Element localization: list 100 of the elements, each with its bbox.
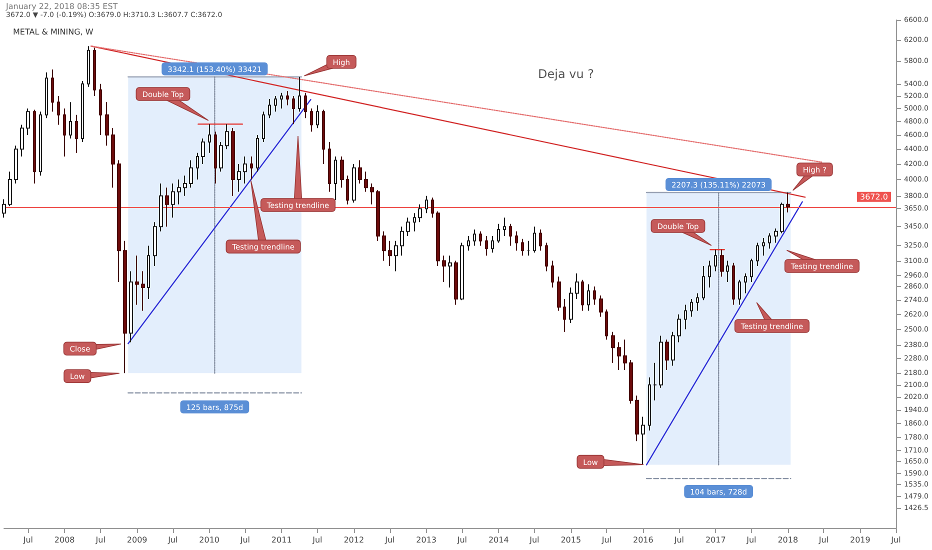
candlestick: [744, 272, 747, 294]
x-tick-label: Jul: [528, 536, 540, 544]
candlestick: [551, 260, 554, 288]
candlestick: [527, 240, 530, 256]
candlestick: [750, 258, 753, 283]
candlestick: [545, 242, 548, 272]
candlestick: [237, 164, 241, 192]
candlestick: [786, 192, 790, 213]
x-tick-label: 2012: [344, 536, 364, 544]
candlestick: [352, 164, 356, 204]
candlestick: [208, 124, 211, 154]
candlestick: [135, 255, 139, 306]
x-tick-label: 2008: [54, 536, 75, 544]
x-tick-label: Jul: [600, 536, 612, 544]
candlestick: [690, 298, 693, 318]
candlestick: [376, 190, 380, 242]
candlestick: [665, 339, 669, 371]
candlestick: [183, 175, 187, 196]
candlestick: [563, 298, 566, 332]
candlestick: [304, 92, 307, 119]
candlestick: [196, 152, 199, 180]
candlestick: [581, 279, 584, 312]
candlestick: [714, 249, 717, 272]
candlestick: [485, 236, 488, 256]
candlestick: [8, 171, 12, 207]
x-tick-label: 2016: [632, 536, 654, 544]
candlestick: [756, 242, 759, 266]
x-tick-label: 2014: [488, 536, 509, 544]
candlestick: [696, 292, 699, 312]
candlestick: [243, 156, 247, 184]
candlestick: [575, 272, 579, 300]
candlestick: [629, 360, 633, 404]
candlestick: [593, 286, 596, 306]
candlestick: [774, 228, 778, 244]
candlestick: [708, 260, 711, 288]
candlestick: [117, 160, 121, 283]
candlestick: [274, 95, 277, 112]
candlestick: [292, 95, 295, 125]
candlestick: [20, 124, 24, 158]
candlestick: [400, 226, 404, 256]
candlestick: [497, 223, 500, 244]
x-tick-label: Jul: [22, 536, 33, 544]
candlestick: [165, 187, 169, 228]
candlestick: [491, 236, 494, 254]
x-tick-label: Jul: [890, 536, 901, 544]
candlestick: [467, 236, 470, 252]
candlestick: [671, 331, 675, 366]
candlestick: [171, 183, 175, 218]
candlestick: [39, 111, 42, 176]
candlestick: [147, 245, 150, 300]
x-tick-label: Jul: [456, 536, 468, 544]
x-tick-label: Jul: [94, 536, 106, 544]
candlestick: [454, 260, 458, 306]
candlestick: [473, 228, 476, 246]
candlestick: [129, 270, 133, 343]
candlestick: [605, 309, 608, 340]
candlestick: [328, 142, 331, 192]
candlestick: [231, 128, 235, 196]
candlestick: [503, 217, 506, 237]
x-tick-label: Jul: [673, 536, 684, 544]
candlestick: [653, 362, 657, 401]
candlestick: [448, 255, 452, 288]
candlestick: [479, 230, 482, 246]
candlestick: [159, 183, 163, 232]
candlestick: [123, 240, 127, 374]
candlestick: [2, 198, 6, 218]
candlestick: [69, 102, 72, 140]
candlestick: [177, 179, 181, 205]
candlestick: [256, 134, 259, 172]
candlestick: [153, 222, 157, 266]
candlestick: [219, 142, 223, 172]
candlestick: [587, 284, 590, 312]
candlestick: [75, 114, 78, 154]
x-tick-label: Jul: [239, 536, 250, 544]
candlestick: [509, 223, 512, 246]
candlestick: [648, 376, 651, 431]
candlestick: [346, 175, 349, 205]
x-tick-label: 2015: [560, 536, 582, 544]
candlestick: [33, 109, 36, 184]
candlestick: [515, 230, 518, 252]
candlestick: [394, 240, 398, 272]
candlestick: [702, 265, 705, 301]
candlestick: [425, 195, 428, 214]
candlestick: [63, 108, 66, 158]
candlestick: [298, 76, 301, 112]
candlestick: [87, 46, 90, 88]
candlestick: [442, 255, 446, 283]
candlestick: [201, 138, 205, 165]
candlestick: [280, 92, 283, 109]
candlestick: [539, 228, 542, 252]
x-tick-label: 2009: [126, 536, 148, 544]
x-tick-label: Jul: [312, 536, 322, 544]
candlestick: [521, 238, 524, 256]
annotation: Deja vu ?: [538, 67, 594, 81]
candlestick: [51, 69, 54, 112]
text: January 22, 2018 08:35 EST: [5, 2, 118, 11]
candlestick: [189, 160, 193, 188]
candlestick: [617, 342, 621, 371]
candlestick: [388, 240, 392, 266]
candlestick: [726, 260, 729, 283]
